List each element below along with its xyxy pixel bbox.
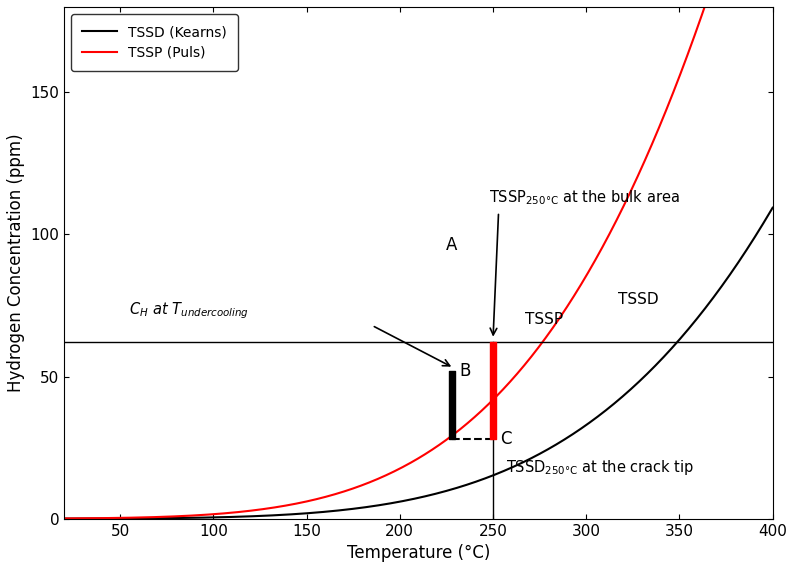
Text: A: A	[446, 236, 457, 254]
Text: B: B	[460, 362, 471, 380]
X-axis label: Temperature (°C): Temperature (°C)	[347, 544, 490, 562]
TSSD (Kearns)	[593, 413, 603, 420]
TSSP (Puls)	[185, 512, 195, 519]
TSSD (Kearns)	[477, 476, 487, 483]
TSSP (Puls)	[477, 407, 487, 414]
TSSD (Kearns)	[533, 452, 542, 459]
TSSP (Puls)	[593, 253, 603, 259]
Text: C: C	[500, 430, 512, 448]
Legend: TSSD (Kearns), TSSP (Puls): TSSD (Kearns), TSSP (Puls)	[71, 14, 238, 71]
Line: TSSD (Kearns): TSSD (Kearns)	[64, 208, 773, 518]
TSSD (Kearns)	[380, 501, 390, 508]
TSSP (Puls)	[533, 345, 542, 352]
TSSP (Puls)	[241, 508, 251, 514]
TSSD (Kearns)	[241, 513, 251, 520]
Line: TSSP (Puls): TSSP (Puls)	[64, 0, 773, 518]
Text: $\mathregular{C_H}$ at $\mathregular{T_{undercooling}}$: $\mathregular{C_H}$ at $\mathregular{T_{…	[129, 301, 249, 321]
TSSD (Kearns)	[768, 204, 777, 211]
TSSP (Puls)	[60, 515, 69, 522]
Text: $\mathregular{TSSD_{250°C}}$ at the crack tip: $\mathregular{TSSD_{250°C}}$ at the crac…	[506, 458, 694, 477]
TSSD (Kearns)	[185, 514, 195, 521]
TSSP (Puls)	[380, 472, 390, 479]
Text: $\mathregular{TSSP_{250°C}}$ at the bulk area: $\mathregular{TSSP_{250°C}}$ at the bulk…	[489, 188, 680, 207]
Text: TSSP: TSSP	[525, 312, 563, 327]
TSSD (Kearns)	[60, 515, 69, 522]
Y-axis label: Hydrogen Concentration (ppm): Hydrogen Concentration (ppm)	[7, 134, 25, 392]
Text: TSSD: TSSD	[618, 292, 658, 307]
